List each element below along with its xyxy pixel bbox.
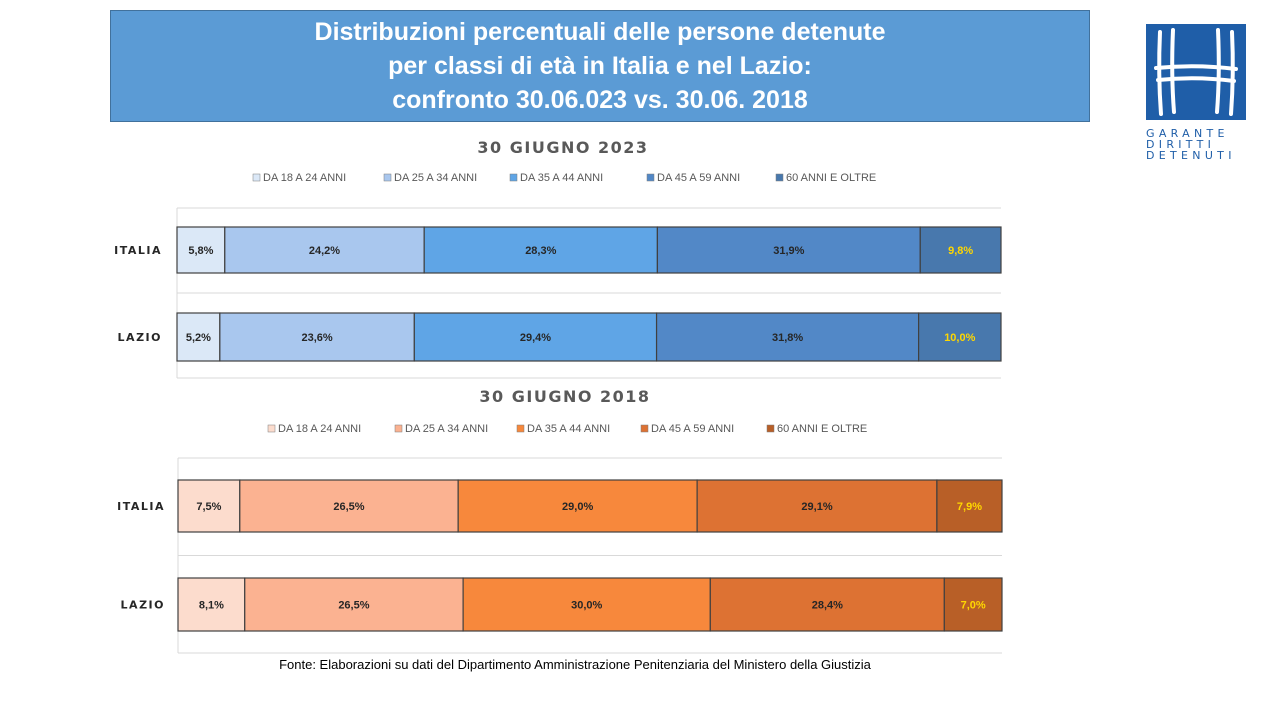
value-label-0-0-4: 9,8% — [948, 245, 973, 257]
value-label-0-1-2: 29,4% — [520, 332, 551, 344]
bar-segment-0-1-4 — [917, 312, 1002, 362]
value-label-1-0-2: 29,0% — [562, 501, 593, 513]
legend-label-0-3: DA 45 A 59 ANNI — [657, 172, 740, 184]
bar-segment-1-0-2 — [457, 479, 698, 533]
value-label-1-1-2: 30,0% — [571, 600, 602, 612]
legend-label-1-1: DA 25 A 34 ANNI — [405, 423, 488, 435]
legend-label-1-2: DA 35 A 44 ANNI — [527, 423, 610, 435]
chart-title-0: 30 GIUGNO 2023 — [477, 138, 648, 157]
category-label-0-0: ITALIA — [114, 244, 162, 257]
legend-label-0-4: 60 ANNI E OLTRE — [786, 172, 876, 184]
bar-segment-0-1-1 — [219, 312, 415, 362]
bar-segment-0-0-3 — [656, 226, 921, 274]
logo-line-2: DIRITTI — [1146, 138, 1216, 151]
value-label-0-0-2: 28,3% — [525, 245, 556, 257]
value-label-1-0-1: 26,5% — [333, 501, 364, 513]
bar-segment-1-1-1 — [244, 577, 464, 632]
bar-segment-1-0-4 — [936, 479, 1003, 533]
title-line-1: Distribuzioni percentuali delle persone … — [314, 18, 886, 46]
legend-swatch-1-4 — [766, 424, 775, 433]
bar-segment-0-0-0 — [176, 226, 226, 274]
legend-swatch-1-2 — [516, 424, 525, 433]
legend-swatch-1-3 — [640, 424, 649, 433]
category-label-1-1: LAZIO — [121, 599, 165, 612]
value-label-1-0-0: 7,5% — [196, 501, 221, 513]
legend-swatch-1-0 — [267, 424, 276, 433]
logo-line-3: DETENUTI — [1146, 149, 1236, 162]
legend-swatch-0-0 — [252, 173, 261, 182]
legend-swatch-0-1 — [383, 173, 392, 182]
bar-segment-0-1-2 — [413, 312, 658, 362]
bar-segment-0-1-0 — [176, 312, 221, 362]
value-label-0-0-1: 24,2% — [309, 245, 340, 257]
title-line-2: per classi di età in Italia e nel Lazio: — [388, 52, 812, 80]
value-label-0-1-1: 23,6% — [301, 332, 332, 344]
category-label-0-1: LAZIO — [118, 331, 162, 344]
legend-label-0-1: DA 25 A 34 ANNI — [394, 172, 477, 184]
legend-label-0-0: DA 18 A 24 ANNI — [263, 172, 346, 184]
value-label-0-0-0: 5,8% — [188, 245, 213, 257]
bar-segment-1-0-0 — [177, 479, 241, 533]
bar-segment-0-0-2 — [423, 226, 658, 274]
value-label-0-1-0: 5,2% — [186, 332, 211, 344]
bar-segment-0-1-3 — [655, 312, 920, 362]
legend-label-1-0: DA 18 A 24 ANNI — [278, 423, 361, 435]
title-banner: Distribuzioni percentuali delle persone … — [110, 10, 1090, 122]
legend-swatch-0-2 — [509, 173, 518, 182]
bar-segment-1-1-0 — [177, 577, 246, 632]
chart-title-1: 30 GIUGNO 2018 — [479, 387, 650, 406]
bar-segment-1-1-3 — [709, 577, 945, 632]
garante-logo: GARANTE DIRITTI DETENUTI — [1146, 24, 1246, 161]
value-label-1-1-0: 8,1% — [199, 600, 224, 612]
title-line-3: confronto 30.06.023 vs. 30.06. 2018 — [392, 86, 808, 114]
bar-segment-1-0-3 — [696, 479, 938, 533]
legend-label-1-3: DA 45 A 59 ANNI — [651, 423, 734, 435]
legend-swatch-1-1 — [394, 424, 403, 433]
bar-segment-1-1-2 — [462, 577, 711, 632]
value-label-1-0-3: 29,1% — [801, 501, 832, 513]
value-label-1-1-3: 28,4% — [812, 600, 843, 612]
value-label-0-1-4: 10,0% — [944, 332, 975, 344]
legend-swatch-0-4 — [775, 173, 784, 182]
value-label-1-1-4: 7,0% — [961, 600, 986, 612]
value-label-1-0-4: 7,9% — [957, 501, 982, 513]
legend-swatch-0-3 — [646, 173, 655, 182]
category-label-1-0: ITALIA — [117, 500, 165, 513]
legend-label-0-2: DA 35 A 44 ANNI — [520, 172, 603, 184]
source-note: Fonte: Elaborazioni su dati del Dipartim… — [279, 657, 871, 672]
bar-segment-0-0-4 — [919, 226, 1002, 274]
value-label-0-1-3: 31,8% — [772, 332, 803, 344]
bar-segment-1-1-4 — [943, 577, 1003, 632]
logo-line-1: GARANTE — [1146, 127, 1229, 140]
garante-logo-icon — [1146, 24, 1246, 120]
bar-segment-0-0-1 — [224, 226, 425, 274]
value-label-0-0-3: 31,9% — [773, 245, 804, 257]
legend-label-1-4: 60 ANNI E OLTRE — [777, 423, 867, 435]
bar-segment-1-0-1 — [239, 479, 459, 533]
value-label-1-1-1: 26,5% — [338, 600, 369, 612]
